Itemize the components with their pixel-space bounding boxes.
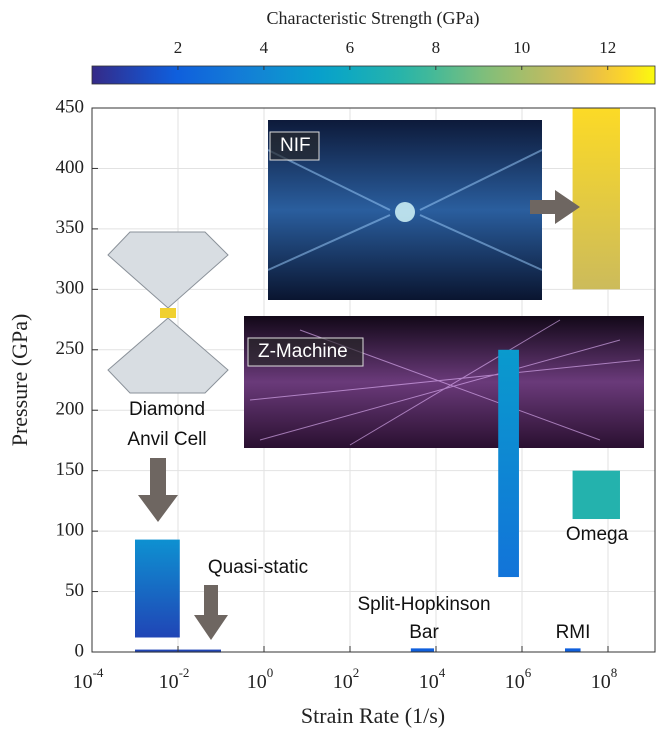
region-bar bbox=[573, 108, 620, 289]
x-tick-base: 10 bbox=[505, 671, 525, 693]
region-bar bbox=[573, 471, 620, 519]
region-label: Split-Hopkinson bbox=[357, 594, 490, 615]
y-axis-label: Pressure (GPa) bbox=[7, 314, 32, 447]
region-label: RMI bbox=[556, 622, 591, 643]
colorbar-tick-label: 6 bbox=[346, 38, 355, 57]
x-tick-exponent: 8 bbox=[611, 665, 618, 680]
y-tick-label: 250 bbox=[56, 338, 85, 359]
x-tick-exponent: -2 bbox=[179, 665, 190, 680]
region-bar bbox=[565, 648, 581, 652]
colorbar bbox=[92, 66, 655, 84]
colorbar-label: Characteristic Strength (GPa) bbox=[267, 8, 480, 29]
colorbar-tick-label: 10 bbox=[513, 38, 530, 57]
x-tick-label: 102 bbox=[333, 665, 360, 693]
x-tick-label: 106 bbox=[505, 665, 532, 693]
region-bar bbox=[135, 540, 180, 638]
y-tick-label: 350 bbox=[56, 217, 85, 238]
chart: Characteristic Strength (GPa) Pressure (… bbox=[0, 0, 657, 732]
x-tick-exponent: 0 bbox=[267, 665, 274, 680]
x-tick-label: 104 bbox=[419, 665, 446, 693]
region-bar bbox=[498, 350, 519, 577]
region-label: Z-Machine bbox=[258, 341, 348, 362]
region-label: Omega bbox=[566, 524, 629, 545]
x-tick-exponent: -4 bbox=[93, 665, 104, 680]
y-tick-label: 300 bbox=[56, 278, 85, 299]
x-tick-label: 100 bbox=[247, 665, 274, 693]
y-tick-label: 0 bbox=[75, 640, 85, 661]
region-bar bbox=[411, 648, 434, 652]
colorbar-tick-label: 2 bbox=[174, 38, 183, 57]
y-tick-label: 400 bbox=[56, 157, 85, 178]
x-tick-exponent: 4 bbox=[439, 665, 446, 680]
y-tick-label: 450 bbox=[56, 96, 85, 117]
x-tick-label: 10-2 bbox=[159, 665, 190, 693]
region-label: Bar bbox=[409, 622, 439, 643]
x-tick-base: 10 bbox=[159, 671, 179, 693]
x-tick-base: 10 bbox=[419, 671, 439, 693]
colorbar-tick-label: 8 bbox=[432, 38, 441, 57]
x-tick-exponent: 2 bbox=[353, 665, 360, 680]
region-label: Diamond bbox=[129, 399, 205, 420]
y-tick-label: 200 bbox=[56, 399, 85, 420]
y-tick-label: 150 bbox=[56, 459, 85, 480]
x-tick-label: 10-4 bbox=[73, 665, 104, 693]
x-tick-base: 10 bbox=[591, 671, 611, 693]
y-tick-label: 50 bbox=[65, 580, 84, 601]
x-tick-exponent: 6 bbox=[525, 665, 532, 680]
x-axis-label: Strain Rate (1/s) bbox=[301, 703, 445, 728]
x-tick-label: 108 bbox=[591, 665, 618, 693]
x-tick-base: 10 bbox=[73, 671, 93, 693]
y-tick-label: 100 bbox=[56, 519, 85, 540]
x-tick-base: 10 bbox=[333, 671, 353, 693]
diamond-graphic bbox=[108, 232, 228, 393]
colorbar-tick-label: 4 bbox=[260, 38, 269, 57]
colorbar-tick-label: 12 bbox=[599, 38, 616, 57]
region-label: Anvil Cell bbox=[127, 429, 206, 450]
x-tick-base: 10 bbox=[247, 671, 267, 693]
region-label: Quasi-static bbox=[208, 557, 308, 578]
region-label: NIF bbox=[280, 135, 311, 156]
